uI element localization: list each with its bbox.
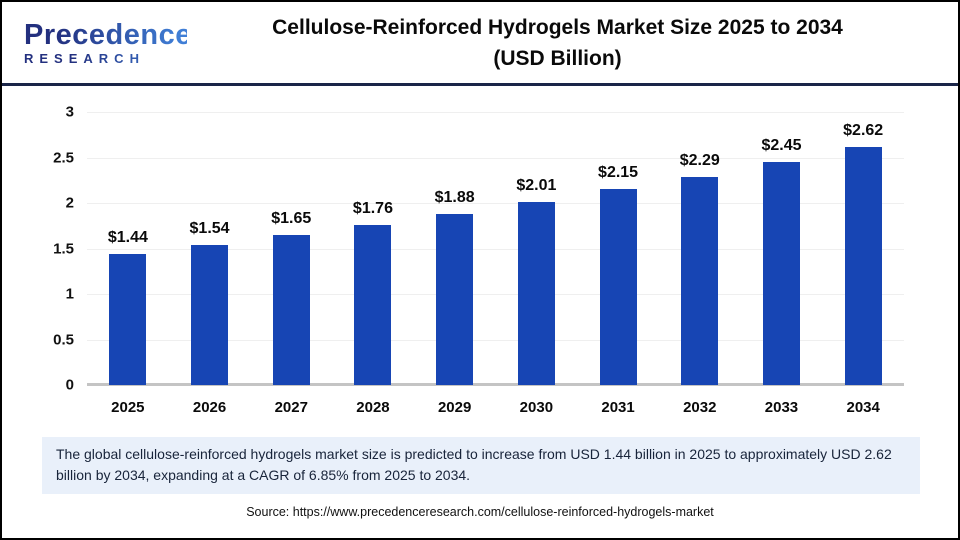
bar-2027: $1.65 [271, 210, 311, 385]
x-axis-tick-label: 2030 [519, 399, 554, 416]
gridline [87, 248, 904, 250]
header: Precedence RESEARCH Cellulose-Reinforced… [2, 2, 958, 83]
bar-slot: $1.76 [332, 112, 414, 385]
y-axis-tick-label: 1.5 [53, 240, 74, 257]
bar-chart: 0 0.5 1 1.5 2 2.5 3 $1.44 $1.54 $1.65 $1.76 $1.88 $2… [2, 104, 958, 416]
y-axis-tick-label: 0.5 [53, 331, 74, 348]
y-axis-tick-label: 0 [65, 376, 74, 394]
chart-title: Cellulose-Reinforced Hydrogels Market Si… [187, 12, 958, 74]
bar-value-label: $2.45 [761, 137, 802, 155]
bar-2031: $2.15 [598, 164, 638, 385]
summary-note: The global cellulose-reinforced hydrogel… [42, 437, 920, 494]
bar-value-label: $2.29 [679, 151, 720, 169]
chart-title-line1: Cellulose-Reinforced Hydrogels Market Si… [272, 15, 843, 39]
bar-2033: $2.45 [761, 137, 801, 385]
chart-title-line2: (USD Billion) [493, 46, 622, 70]
x-axis-tick-label: 2025 [111, 399, 145, 416]
x-axis-tick-label: 2029 [437, 399, 472, 416]
bar-value-label: $1.76 [352, 199, 393, 217]
x-axis-tick-label: 2031 [601, 399, 635, 416]
bars-row: $1.44 $1.54 $1.65 $1.76 $1.88 $2.01 $2.15 $2.29… [87, 112, 904, 385]
bar-slot: $2.29 [659, 112, 741, 385]
bar-slot: $2.62 [822, 112, 904, 385]
x-axis-tick-label: 2027 [274, 399, 308, 416]
gridline [87, 157, 904, 159]
plot-area: 0 0.5 1 1.5 2 2.5 3 $1.44 $1.54 $1.65 $1.76 $1.88 $2… [53, 104, 904, 394]
y-axis-tick-label: 2.5 [53, 149, 74, 166]
bar-value-label: $1.54 [189, 219, 230, 237]
header-divider [2, 83, 958, 86]
x-axis-tick-label: 2032 [683, 399, 717, 416]
y-axis-tick-label: 1 [65, 285, 74, 303]
bar-value-label: $2.62 [843, 121, 884, 139]
bar-value-label: $1.65 [271, 209, 312, 227]
bar-2030: $2.01 [516, 177, 556, 385]
x-axis-tick-label: 2034 [846, 399, 880, 416]
bar-value-label: $1.44 [107, 228, 148, 246]
bar-2025: $1.44 [108, 229, 148, 385]
x-axis-tick-label: 2033 [764, 399, 799, 416]
bar-slot: $1.88 [414, 112, 496, 385]
bar-2029: $1.88 [435, 189, 475, 385]
bar-slot: $2.45 [741, 112, 823, 385]
bar-slot: $2.15 [577, 112, 659, 385]
source-text: Source: https://www.precedenceresearch.c… [246, 505, 714, 519]
precedence-research-logo: Precedence RESEARCH [2, 18, 192, 66]
bar-2032: $2.29 [680, 152, 720, 385]
bar-slot: $1.54 [169, 112, 251, 385]
y-axis-tick-label: 2 [65, 194, 74, 212]
bar-value-label: $1.88 [434, 188, 475, 206]
x-axis: 2025 2026 2027 2028 2029 2030 2031 2032 2033 2034 [87, 399, 904, 416]
bar-slot: $1.44 [87, 112, 169, 385]
y-axis-tick-label: 3 [65, 103, 74, 121]
bar-slot: $2.01 [496, 112, 578, 385]
logo-wordmark: Precedence [24, 18, 192, 51]
x-axis-tick-label: 2026 [192, 399, 227, 416]
bar-value-label: $2.15 [598, 164, 639, 182]
bar-2026: $1.54 [190, 220, 230, 385]
bar-value-label: $2.01 [516, 177, 557, 195]
gridline [87, 294, 904, 295]
gridline [87, 203, 904, 204]
bar-slot: $1.65 [250, 112, 332, 385]
logo-subtitle: RESEARCH [24, 51, 187, 66]
gridline [87, 339, 904, 341]
bar-2028: $1.76 [353, 200, 393, 385]
gridline [87, 112, 904, 113]
x-axis-line [87, 383, 904, 386]
bar-2034: $2.62 [843, 122, 883, 385]
x-axis-tick-label: 2028 [356, 399, 390, 416]
